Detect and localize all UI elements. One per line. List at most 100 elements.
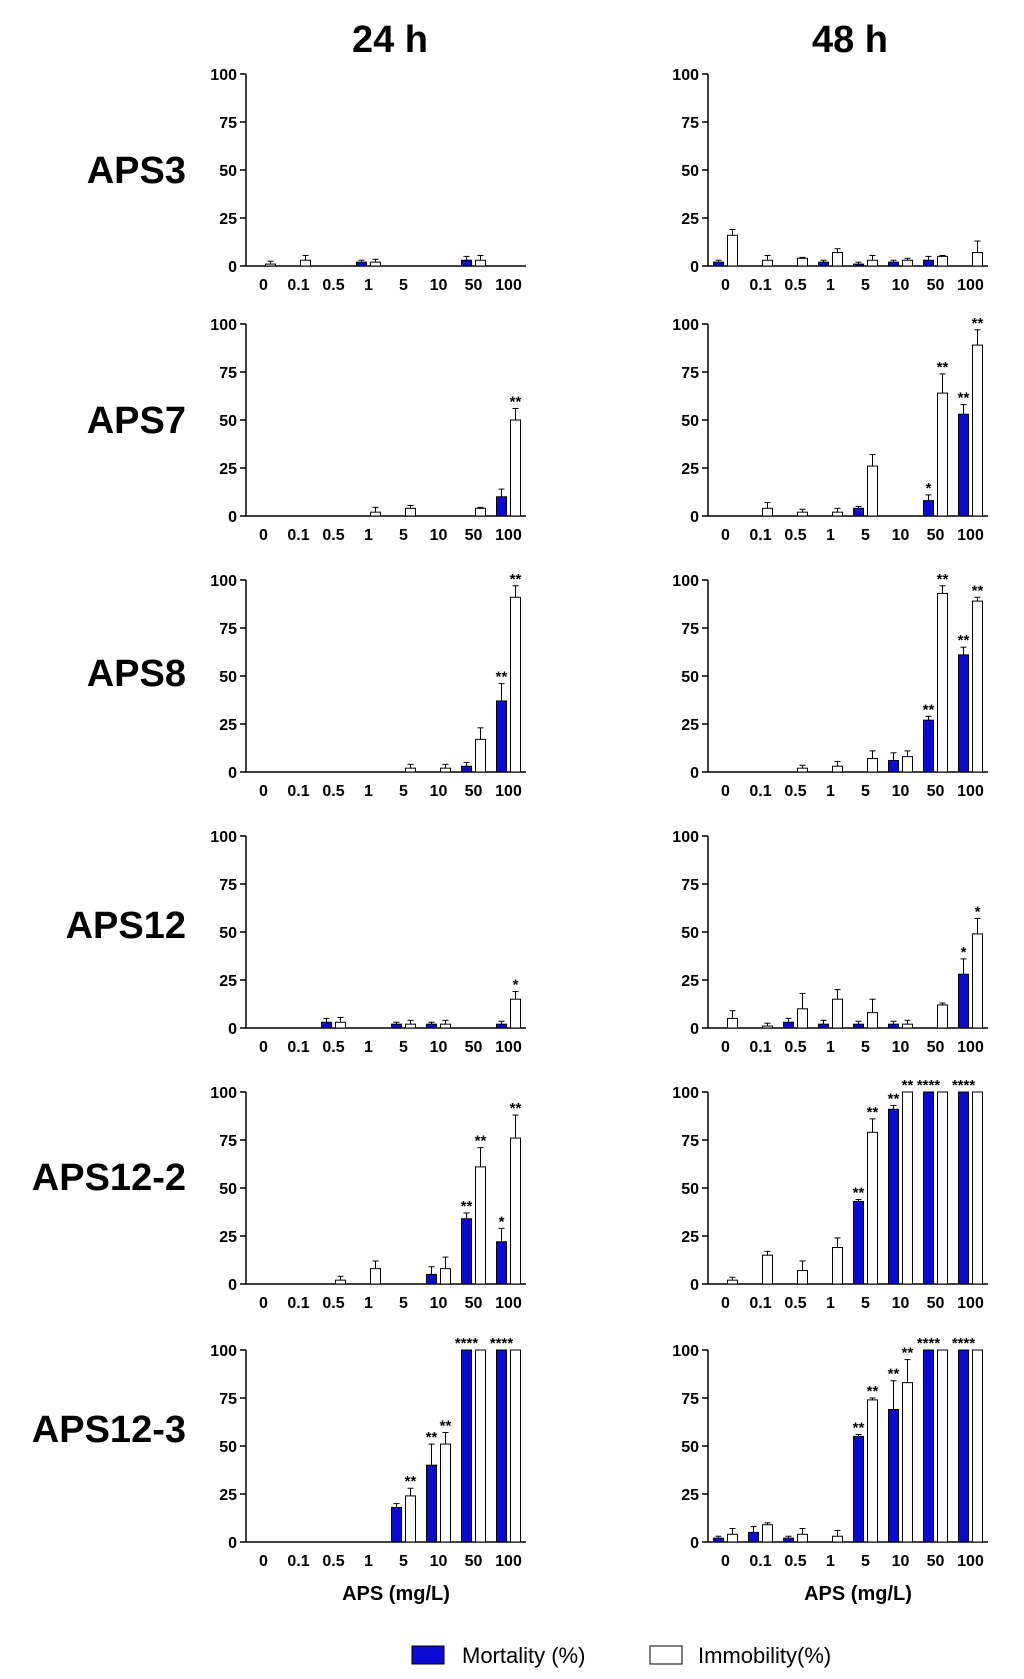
x-tick-label: 1 [826,783,835,800]
bar-mortality [923,719,934,773]
significance-label: ** [405,1473,417,1490]
bar-immobility [405,507,416,517]
bar-mortality [958,973,969,1029]
x-tick-label: 10 [430,1295,448,1312]
y-tick-label: 25 [219,211,237,228]
significance-label: ** [475,1133,487,1150]
x-tick-label: 0.5 [322,1295,344,1312]
bar-immobility [265,263,276,267]
panel-aps12-48h: 0 25 50 75 100 0 0.1 0.5 1 5 10 50 100 * * [672,829,988,1056]
x-tick-label: 50 [927,1039,945,1056]
bar-immobility [832,252,843,267]
x-tick-label: 1 [364,1553,373,1570]
x-tick-label: 5 [399,527,408,544]
significance-label: ** [958,390,970,407]
y-tick-label: 100 [210,1085,237,1102]
x-axis-title: APS (mg/L) [342,1583,450,1605]
y-tick-label: 100 [672,1085,699,1102]
bar-mortality [713,261,724,267]
bar-mortality [923,259,934,267]
bar-immobility [972,933,983,1029]
bar-immobility [300,259,311,267]
x-tick-label: 50 [465,277,483,294]
x-tick-label: 50 [465,783,483,800]
legend-swatch-immobility [649,1645,683,1665]
x-tick-label: 5 [861,277,870,294]
y-tick-label: 100 [210,67,237,84]
x-tick-label: 0.1 [749,783,771,800]
x-tick-label: 1 [826,1295,835,1312]
bar-mortality [426,1464,437,1543]
significance-label: ** [972,315,984,332]
bar-mortality [888,759,899,773]
significance-label: **** [455,1335,479,1352]
bar-mortality [496,1241,507,1285]
bar-immobility [972,600,983,773]
bar-immobility [762,259,773,267]
bar-immobility [902,1382,913,1543]
significance-label: **** [952,1335,976,1352]
significance-label: ** [888,1366,900,1383]
bar-immobility [832,998,843,1029]
x-tick-label: 0.5 [784,1039,806,1056]
bar-immobility [510,419,521,517]
x-tick-label: 0 [259,277,268,294]
bar-immobility [475,507,486,517]
bar-mortality [783,1021,794,1029]
row-label-aps8: APS8 [87,653,186,695]
x-tick-label: 50 [927,1553,945,1570]
x-tick-label: 1 [364,783,373,800]
x-tick-label: 0.1 [749,527,771,544]
bar-immobility [370,511,381,517]
bar-mortality [783,1537,794,1543]
bar-mortality [461,1349,472,1543]
bar-immobility [370,1268,381,1285]
x-tick-label: 1 [826,277,835,294]
x-tick-label: 10 [892,527,910,544]
x-tick-label: 100 [957,1039,984,1056]
y-tick-label: 100 [672,1343,699,1360]
bar-mortality [426,1273,437,1285]
bar-immobility [937,1091,948,1285]
bar-immobility [972,1091,983,1285]
y-tick-label: 50 [681,925,699,942]
bar-mortality [356,261,367,267]
x-tick-label: 0.5 [784,1553,806,1570]
x-tick-label: 10 [892,1039,910,1056]
y-tick-label: 50 [219,925,237,942]
bar-mortality [888,261,899,267]
x-tick-label: 10 [892,277,910,294]
x-tick-label: 50 [927,527,945,544]
x-tick-label: 0.1 [287,1039,309,1056]
bar-immobility [902,259,913,267]
x-tick-label: 5 [399,1553,408,1570]
x-tick-label: 0.5 [322,1553,344,1570]
x-tick-label: 100 [495,1039,522,1056]
bar-immobility [902,756,913,773]
bar-immobility [405,1023,416,1029]
bar-immobility [405,767,416,773]
x-tick-label: 5 [861,527,870,544]
x-tick-label: 0 [259,1295,268,1312]
bar-mortality [818,1023,829,1029]
significance-label: ** [853,1419,865,1436]
x-tick-label: 100 [495,277,522,294]
bar-immobility [440,767,451,773]
bar-mortality [461,765,472,773]
y-tick-label: 25 [681,973,699,990]
bar-mortality [496,700,507,773]
x-tick-label: 0.1 [287,527,309,544]
bar-immobility [727,1017,738,1029]
x-tick-label: 100 [957,527,984,544]
row-label-aps3: APS3 [87,150,186,192]
bar-immobility [972,344,983,517]
y-tick-label: 100 [210,573,237,590]
y-tick-label: 50 [219,669,237,686]
legend: Mortality (%) Immobility(%) [411,1643,831,1668]
y-tick-label: 100 [672,317,699,334]
x-tick-label: 1 [364,277,373,294]
bar-mortality [713,1537,724,1543]
bar-mortality [958,413,969,517]
